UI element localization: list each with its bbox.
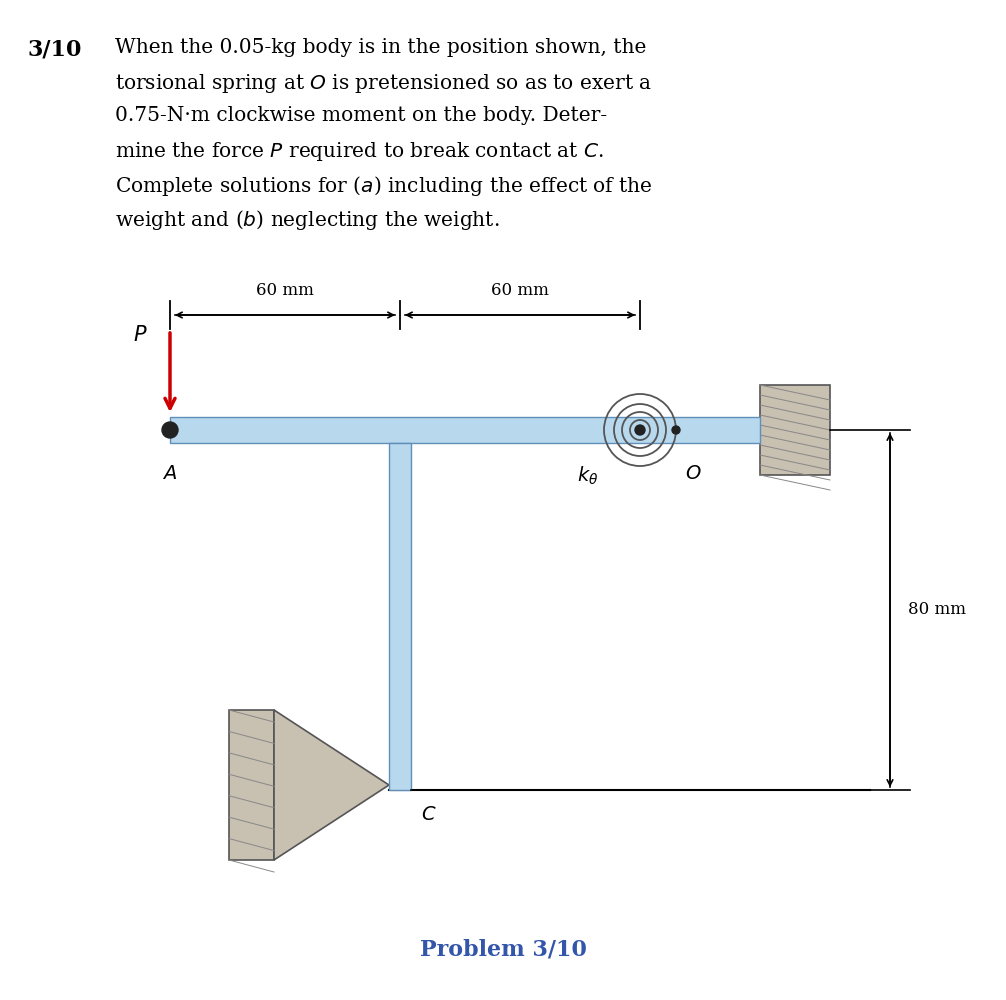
Circle shape <box>635 425 645 435</box>
Text: 0.75-N·m clockwise moment on the body. Deter-: 0.75-N·m clockwise moment on the body. D… <box>115 106 608 125</box>
Text: 3/10: 3/10 <box>28 38 82 60</box>
Text: $A$: $A$ <box>163 465 177 483</box>
Text: 60 mm: 60 mm <box>257 282 314 299</box>
Polygon shape <box>760 385 830 475</box>
Text: $k_\theta$: $k_\theta$ <box>577 465 599 487</box>
Polygon shape <box>274 710 389 860</box>
Text: $P$: $P$ <box>134 325 148 345</box>
Bar <box>229 710 274 860</box>
Text: 60 mm: 60 mm <box>491 282 549 299</box>
Text: Complete solutions for ($a$) including the effect of the: Complete solutions for ($a$) including t… <box>115 174 653 198</box>
Bar <box>389 443 411 790</box>
Text: Problem 3/10: Problem 3/10 <box>420 938 586 960</box>
Text: $C$: $C$ <box>421 806 437 824</box>
Circle shape <box>162 422 178 438</box>
Text: weight and ($b$) neglecting the weight.: weight and ($b$) neglecting the weight. <box>115 208 500 232</box>
Text: When the 0.05-kg body is in the position shown, the: When the 0.05-kg body is in the position… <box>115 38 647 57</box>
Text: mine the force $P$ required to break contact at $C$.: mine the force $P$ required to break con… <box>115 140 604 163</box>
Text: torsional spring at $O$ is pretensioned so as to exert a: torsional spring at $O$ is pretensioned … <box>115 72 652 95</box>
Circle shape <box>672 426 680 434</box>
Text: 80 mm: 80 mm <box>908 601 966 618</box>
Bar <box>170 417 760 443</box>
Text: $O$: $O$ <box>685 465 701 483</box>
